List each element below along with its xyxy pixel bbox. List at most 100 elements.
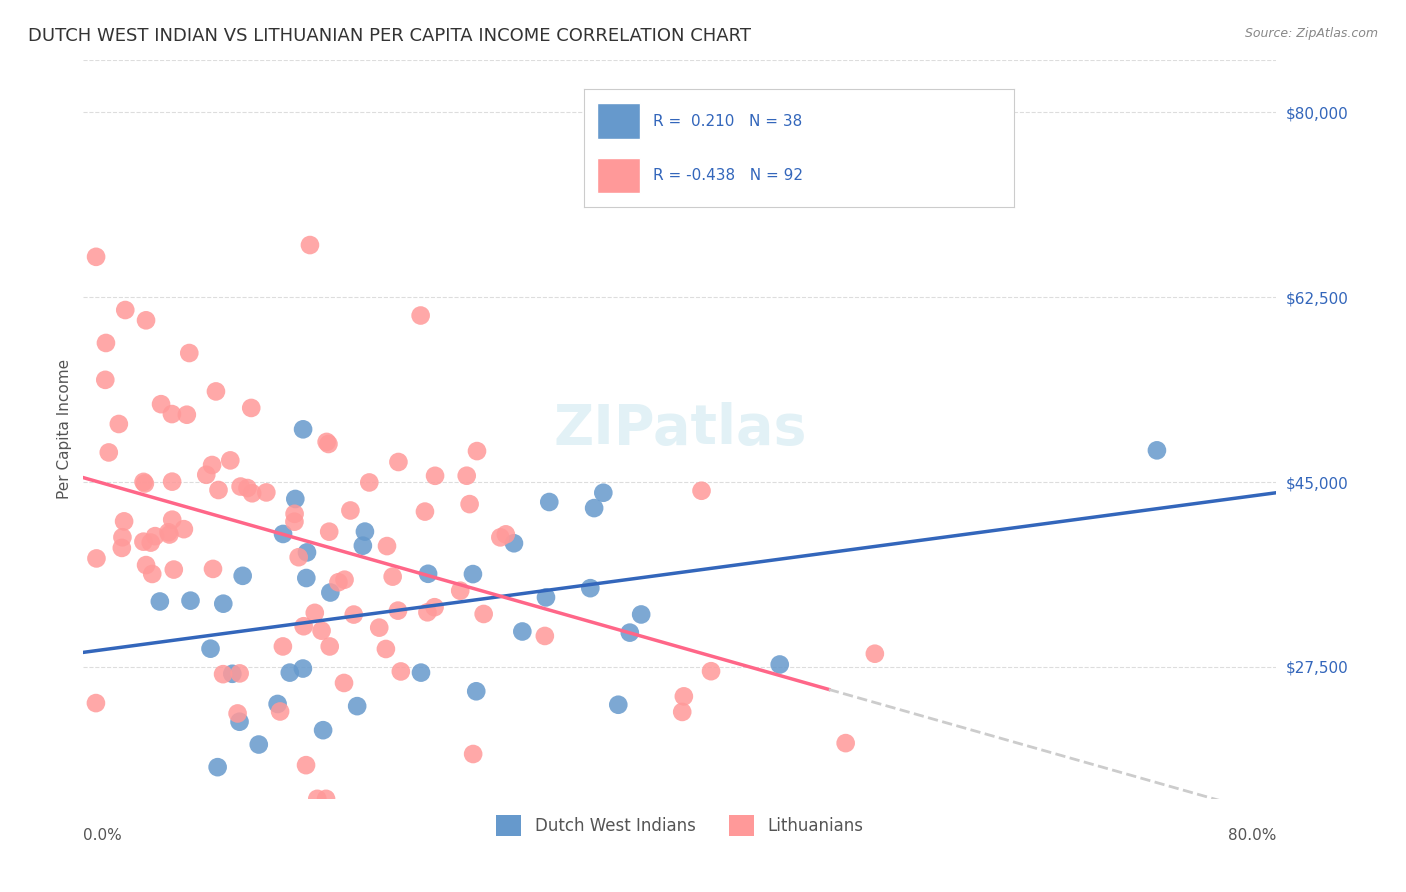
- Point: [269, 705, 291, 719]
- Point: [690, 483, 713, 498]
- Point: [319, 585, 342, 599]
- Point: [160, 407, 183, 421]
- Point: [232, 569, 254, 583]
- Point: [292, 619, 315, 633]
- Point: [413, 505, 436, 519]
- Point: [201, 562, 224, 576]
- Point: [538, 495, 561, 509]
- Point: [339, 503, 361, 517]
- Text: DUTCH WEST INDIAN VS LITHUANIAN PER CAPITA INCOME CORRELATION CHART: DUTCH WEST INDIAN VS LITHUANIAN PER CAPI…: [28, 27, 751, 45]
- Point: [240, 401, 263, 415]
- Point: [489, 530, 512, 544]
- Point: [295, 758, 318, 772]
- Point: [157, 525, 180, 540]
- Point: [534, 629, 557, 643]
- Point: [284, 507, 307, 521]
- Point: [179, 346, 201, 360]
- Point: [630, 607, 652, 622]
- Point: [671, 705, 693, 719]
- Point: [423, 600, 446, 615]
- Point: [834, 736, 856, 750]
- Point: [94, 373, 117, 387]
- Point: [266, 697, 288, 711]
- Point: [298, 238, 321, 252]
- Point: [114, 303, 136, 318]
- Point: [201, 458, 224, 472]
- Point: [374, 642, 396, 657]
- Point: [150, 397, 173, 411]
- Point: [228, 666, 250, 681]
- Point: [381, 569, 404, 583]
- Point: [221, 666, 243, 681]
- Point: [416, 605, 439, 619]
- Point: [311, 624, 333, 638]
- Point: [495, 527, 517, 541]
- Point: [132, 475, 155, 489]
- Point: [271, 640, 294, 654]
- Point: [97, 445, 120, 459]
- Point: [111, 541, 134, 555]
- Point: [319, 640, 342, 654]
- Point: [135, 313, 157, 327]
- Point: [228, 714, 250, 729]
- Point: [295, 571, 318, 585]
- Point: [212, 597, 235, 611]
- Point: [86, 551, 108, 566]
- Point: [229, 479, 252, 493]
- Point: [579, 581, 602, 595]
- Point: [84, 696, 107, 710]
- Point: [534, 591, 557, 605]
- Point: [318, 524, 340, 539]
- Point: [160, 513, 183, 527]
- Point: [143, 529, 166, 543]
- Point: [863, 647, 886, 661]
- Point: [200, 641, 222, 656]
- Legend: Dutch West Indians, Lithuanians: Dutch West Indians, Lithuanians: [489, 808, 870, 842]
- Point: [375, 539, 398, 553]
- Text: ZIPatlas: ZIPatlas: [553, 402, 807, 456]
- Point: [292, 422, 315, 436]
- Point: [503, 536, 526, 550]
- Y-axis label: Per Capita Income: Per Capita Income: [58, 359, 72, 500]
- Point: [318, 437, 340, 451]
- Point: [132, 534, 155, 549]
- Point: [607, 698, 630, 712]
- Point: [207, 483, 229, 497]
- Point: [135, 558, 157, 573]
- Point: [149, 594, 172, 608]
- Point: [94, 336, 117, 351]
- Point: [134, 476, 156, 491]
- Point: [284, 491, 307, 506]
- Point: [108, 417, 131, 431]
- Point: [315, 434, 337, 449]
- Point: [461, 567, 484, 582]
- Point: [179, 593, 201, 607]
- Point: [333, 676, 356, 690]
- Point: [195, 467, 218, 482]
- Point: [352, 539, 374, 553]
- Point: [328, 575, 350, 590]
- Point: [458, 497, 481, 511]
- Point: [205, 384, 228, 399]
- Point: [333, 573, 356, 587]
- Point: [1146, 443, 1168, 458]
- Text: 80.0%: 80.0%: [1227, 829, 1277, 844]
- Point: [456, 468, 478, 483]
- Point: [315, 792, 337, 806]
- Point: [359, 475, 381, 490]
- Point: [247, 738, 270, 752]
- Point: [409, 665, 432, 680]
- Point: [287, 550, 309, 565]
- Point: [307, 792, 329, 806]
- Point: [84, 250, 107, 264]
- Point: [295, 545, 318, 559]
- Point: [254, 485, 277, 500]
- Point: [141, 566, 163, 581]
- Point: [236, 481, 259, 495]
- Point: [159, 527, 181, 541]
- Point: [409, 309, 432, 323]
- Point: [583, 501, 606, 516]
- Point: [160, 475, 183, 489]
- Point: [139, 535, 162, 549]
- Point: [387, 604, 409, 618]
